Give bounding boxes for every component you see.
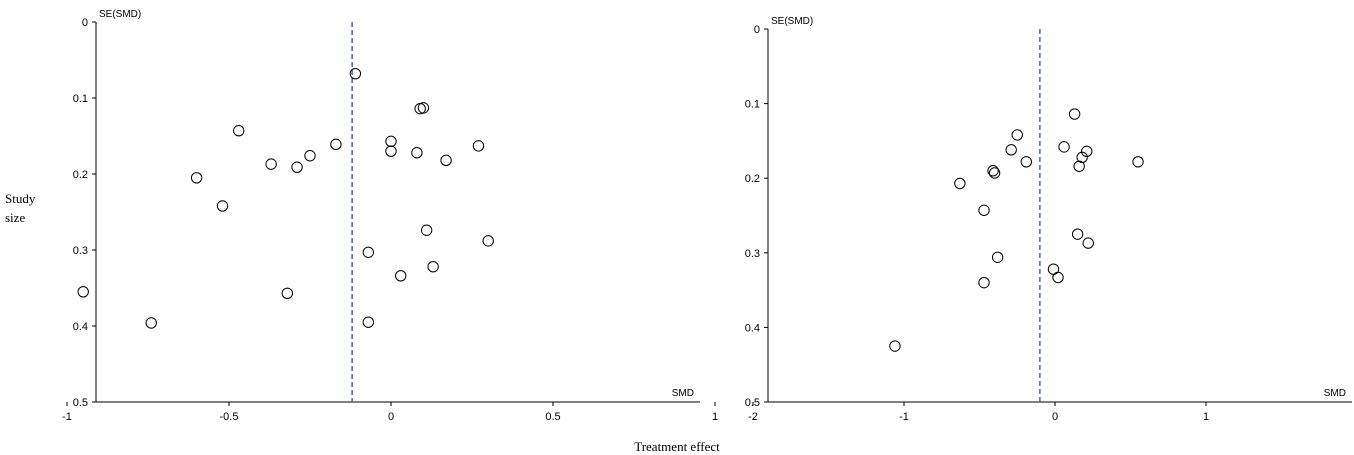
p1-y-tick-label: 0.1 — [745, 99, 760, 111]
p1-study-point — [1011, 129, 1023, 141]
p0-study-point — [265, 158, 277, 170]
p1-x-tick-label: 0 — [1052, 411, 1058, 423]
p0-study-point — [216, 200, 229, 212]
p1-study-point — [1058, 141, 1070, 153]
p0-study-point — [233, 124, 245, 137]
p0-y-tick-label: 0.2 — [73, 169, 88, 181]
p1-study-point — [1068, 108, 1081, 120]
p0-study-point — [362, 246, 375, 258]
p0-study-point — [349, 67, 362, 80]
p1-y-tick-label: 0 — [754, 24, 760, 36]
p0-study-point — [385, 135, 397, 148]
p1-study-point — [1020, 156, 1033, 168]
p0-x-axis-title: SMD — [672, 388, 694, 399]
p1-study-point — [889, 340, 901, 352]
p1-y-tick-label: 0.5 — [745, 397, 760, 409]
p0-study-point — [417, 102, 430, 114]
p0-y-tick-label: 0.1 — [73, 93, 88, 105]
p1-study-point — [1047, 263, 1060, 275]
p1-study-point — [1052, 271, 1064, 284]
p0-y-axis-title: SE(SMD) — [99, 9, 141, 20]
p1-study-point — [1071, 228, 1084, 240]
p0-study-point — [77, 286, 89, 298]
p1-study-point — [1132, 156, 1144, 168]
p1-x-tick-label: -1 — [899, 411, 909, 423]
p1-study-point — [954, 177, 966, 190]
p0-study-point — [385, 145, 397, 157]
p0-study-point — [145, 317, 157, 329]
p0-study-point — [472, 140, 485, 152]
p0-study-point — [362, 316, 375, 328]
p1-y-tick-label: 0.2 — [745, 173, 760, 185]
p1-study-point — [978, 276, 990, 289]
p0-x-tick-label: -1 — [62, 411, 72, 423]
funnel-plot-left: 00.10.20.30.40.5-1 -0.5 0 0.5 1SE(SMD)SMD — [62, 9, 718, 423]
p1-study-point — [991, 251, 1004, 263]
p0-study-point — [440, 154, 452, 167]
p1-study-point — [1073, 160, 1085, 172]
p1-x-axis-title: SMD — [1324, 388, 1346, 399]
p0-study-point — [411, 147, 423, 159]
p1-y-tick-label: 0.3 — [745, 248, 760, 260]
p0-y-tick-label: 0.4 — [73, 321, 88, 333]
p0-study-point — [330, 138, 342, 151]
p0-y-tick-label: 0.3 — [73, 245, 88, 257]
p0-x-tick-label: 1 — [712, 411, 718, 423]
p1-y-axis-title: SE(SMD) — [771, 16, 813, 27]
p1-study-point — [1005, 144, 1017, 156]
p0-y-tick-label: 0.5 — [73, 397, 88, 409]
p0-x-tick-label: -0.5 — [220, 411, 239, 423]
p0-study-point — [291, 161, 303, 173]
p0-x-tick-label: 0 — [388, 411, 394, 423]
p1-study-point — [988, 167, 1001, 179]
p0-x-tick-label: 0.5 — [545, 411, 560, 423]
funnel-plot-right: 00.10.20.30.40.5-2-1012SE(SMD)SMD — [745, 16, 1354, 423]
p1-study-point — [1081, 145, 1093, 158]
p0-study-point — [304, 150, 316, 162]
p0-study-point — [482, 235, 494, 247]
outer-ylabel-study: Study — [5, 191, 36, 206]
outer-ylabel-size: size — [5, 210, 25, 225]
p1-x-tick-label: 1 — [1203, 411, 1209, 423]
p1-study-point — [978, 204, 990, 216]
outer-xlabel: Treatment effect — [634, 439, 720, 454]
p1-study-point — [987, 165, 999, 177]
p0-study-point — [281, 287, 294, 300]
p0-study-point — [190, 172, 203, 184]
p1-x-tick-label: -2 — [748, 411, 758, 423]
p0-study-point — [420, 224, 433, 236]
p1-study-point — [1082, 237, 1094, 249]
p0-study-point — [427, 261, 439, 273]
p0-y-tick-label: 0 — [82, 17, 88, 29]
p0-study-point — [395, 270, 407, 282]
p1-y-tick-label: 0.4 — [745, 322, 760, 334]
